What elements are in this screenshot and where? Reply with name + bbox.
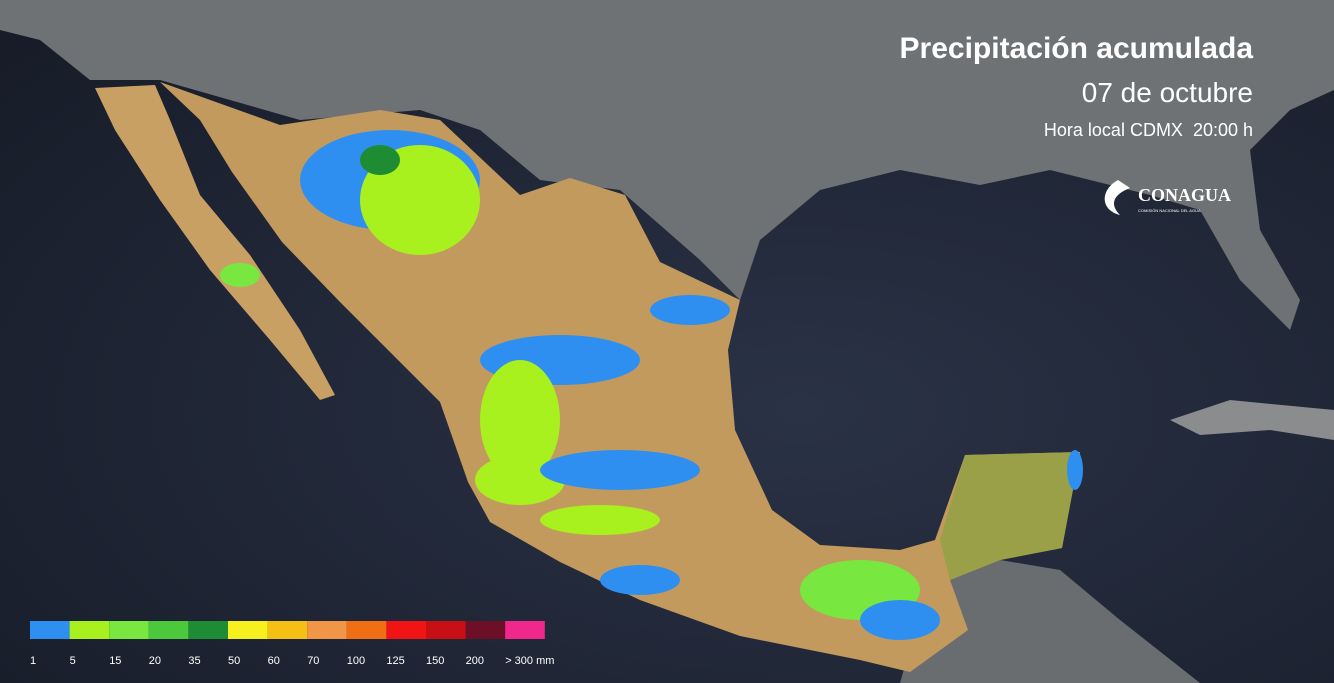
legend-swatch bbox=[386, 621, 426, 639]
logo-icon bbox=[1104, 180, 1130, 215]
time: Hora local CDMX 20:00 h bbox=[1044, 120, 1253, 140]
legend-label: 60 bbox=[268, 655, 280, 667]
logo-name: CONAGUA bbox=[1138, 185, 1231, 205]
rain-areas bbox=[220, 130, 1083, 640]
legend-label: 35 bbox=[188, 655, 200, 667]
legend-label: 70 bbox=[307, 655, 319, 667]
legend-swatch bbox=[346, 621, 387, 639]
legend-label: 20 bbox=[149, 655, 161, 667]
legend-swatch bbox=[465, 621, 506, 639]
legend-label: 150 bbox=[426, 655, 444, 667]
legend-swatch bbox=[426, 621, 466, 639]
legend-swatch bbox=[228, 621, 268, 639]
legend-label: > 300 mm bbox=[505, 655, 554, 667]
legend-label: 125 bbox=[386, 655, 404, 667]
cuba bbox=[1170, 400, 1334, 440]
legend-swatch bbox=[267, 621, 308, 639]
legend-label: 100 bbox=[347, 655, 365, 667]
date: 07 de octubre bbox=[1082, 77, 1253, 108]
legend-swatch bbox=[505, 621, 545, 639]
legend-swatch bbox=[307, 621, 347, 639]
legend-swatch bbox=[188, 621, 228, 639]
legend-swatch bbox=[109, 621, 149, 639]
central-america bbox=[900, 560, 1200, 683]
legend-label: 50 bbox=[228, 655, 240, 667]
north-america-land bbox=[0, 0, 1334, 330]
legend-swatch bbox=[148, 621, 189, 639]
legend-label: 200 bbox=[466, 655, 484, 667]
logo-subtitle: COMISIÓN NACIONAL DEL AGUA bbox=[1138, 208, 1201, 213]
yucatan bbox=[940, 452, 1080, 580]
baja-california bbox=[95, 85, 335, 400]
legend-swatch bbox=[69, 621, 110, 639]
legend-label: 1 bbox=[30, 655, 36, 667]
legend-label: 15 bbox=[109, 655, 121, 667]
legend-swatch bbox=[30, 621, 70, 639]
legend: 1 5 15 20 35 50 60 70 100 125 150 200 > 300 mm bbox=[30, 621, 554, 667]
title: Precipitación acumulada bbox=[900, 32, 1254, 65]
legend-label: 5 bbox=[70, 655, 76, 667]
